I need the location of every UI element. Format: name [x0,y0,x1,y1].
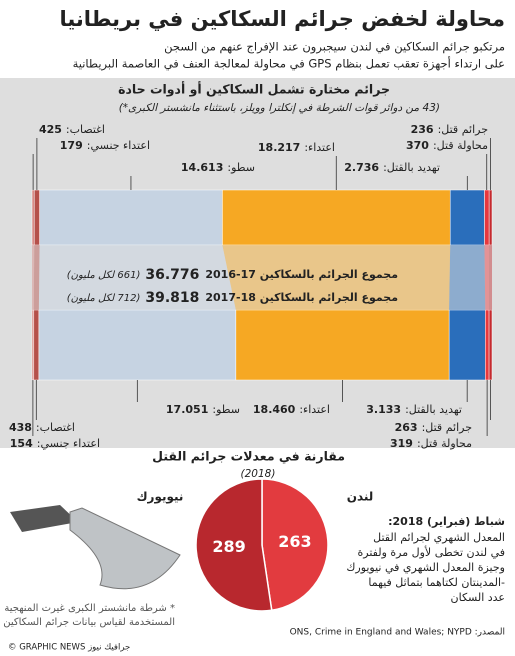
funnel [484,245,490,310]
bar-segment [488,309,493,381]
box-line: في لندن تخطى لأول مرة ولفترة [358,545,505,559]
funnel [222,245,451,310]
box-line: -المدينتان لكتاهما بتماثل فيهما [368,576,505,589]
funnel [33,245,40,310]
segment-label: اغتصاب: [66,123,105,136]
value-label: 438 [9,421,32,434]
subtitle: مرتكبو جرائم السكاكين في لندن سيجبرون عن… [164,40,505,55]
segment-label: سطو: [212,403,240,416]
section-bg [0,78,515,448]
per-million: (661 لكل مليون) [67,270,141,281]
value-label: 18.460 [253,403,296,416]
bar-segment [39,189,223,246]
bar-segment [31,189,35,246]
bar-segment [235,309,450,381]
segment-label: اعتداء جنسي: [87,139,150,152]
pie-value: 263 [278,532,311,551]
segment-label: اعتداء: [304,141,335,154]
funnel [449,245,486,310]
total-label: مجموع الجرائم بالسكاكين 18-2017 [205,291,398,304]
funnel [38,245,236,310]
segment-label: تهديد بالقتل: [383,161,440,174]
box-heading: شباط (فبراير) 2018: [388,515,505,528]
segment-label: سطو: [227,161,255,174]
segment-label: تهديد بالقتل: [405,403,462,416]
credit: © GRAPHIC NEWS جرافيك نيوز [8,643,130,653]
value-label: 370 [406,139,429,152]
bar-segment [488,189,493,246]
bar-segment [33,309,40,381]
footnote: * شرطة مانشستر الكبرى غيرت المنهجية [4,603,175,614]
pie-label: نيويورك [137,490,184,505]
segment-label: محاولة قتل: [433,139,488,152]
pie-value: 289 [212,537,245,556]
total-value: 36.776 [145,267,199,283]
bar-segment [38,309,237,381]
value-label: 14.613 [181,161,223,174]
total-value: 39.818 [145,290,199,306]
segment-label: جرائم قتل: [438,123,488,136]
knife-handle [10,505,78,532]
value-label: 236 [411,123,434,136]
box-line: المعدل الشهري لجرائم القتل [373,531,505,544]
knife [10,505,181,590]
bar-segment [33,189,40,246]
segment-label: اعتداء: [299,403,330,416]
pie-label: لندن [347,490,374,504]
value-label: 319 [390,437,413,450]
pie-slice [195,478,273,612]
value-label: 179 [60,139,83,152]
funnel [488,245,492,310]
box-line: وجيزة المعدل الشهري في نيويورك [346,561,505,574]
bar-segment [485,309,490,381]
source: المصدر: ONS, Crime in England and Wales;… [290,628,505,638]
segment-label: اغتصاب: [36,421,75,434]
note: (43 من دوائر قوات الشرطة في إنكلترا وويل… [119,102,440,114]
segment-label: اعتداء جنسي: [37,437,100,450]
knife-blade [69,507,181,590]
value-label: 18.217 [258,141,300,154]
segment-label: محاولة قتل: [417,437,472,450]
value-label: 2.736 [344,161,379,174]
title: محاولة لخفض جرائم السكاكين في بريطانيا [59,7,505,31]
bar-segment [484,189,490,246]
funnel [32,245,35,310]
box-line: عدد السكان [451,591,505,604]
pie-slice [261,478,329,612]
value-label: 263 [395,421,418,434]
value-label: 17.051 [166,403,208,416]
value-label: 3.133 [366,403,401,416]
section-title: جرائم مختارة تشمل السكاكين أو أدوات حادة [118,81,390,97]
bar-segment [448,309,486,381]
bar-segment [31,309,35,381]
footnote: المستخدمة لقياس بيانات جرائم السكاكين [3,617,175,628]
section-title: مقارنة في معدلات جرائم القتل [152,449,345,464]
year: (2018) [241,468,276,480]
value-label: 425 [39,123,62,136]
bar-segment [222,189,451,246]
total-label: مجموع الجرائم بالسكاكين 17-2016 [205,268,398,281]
segment-label: جرائم قتل: [422,421,472,434]
bar-segment [449,189,485,246]
per-million: (712 لكل مليون) [67,293,141,304]
subtitle: على ارتداء أجهزة تعقب تعمل بنظام GPS في … [73,56,505,72]
value-label: 154 [10,437,33,450]
